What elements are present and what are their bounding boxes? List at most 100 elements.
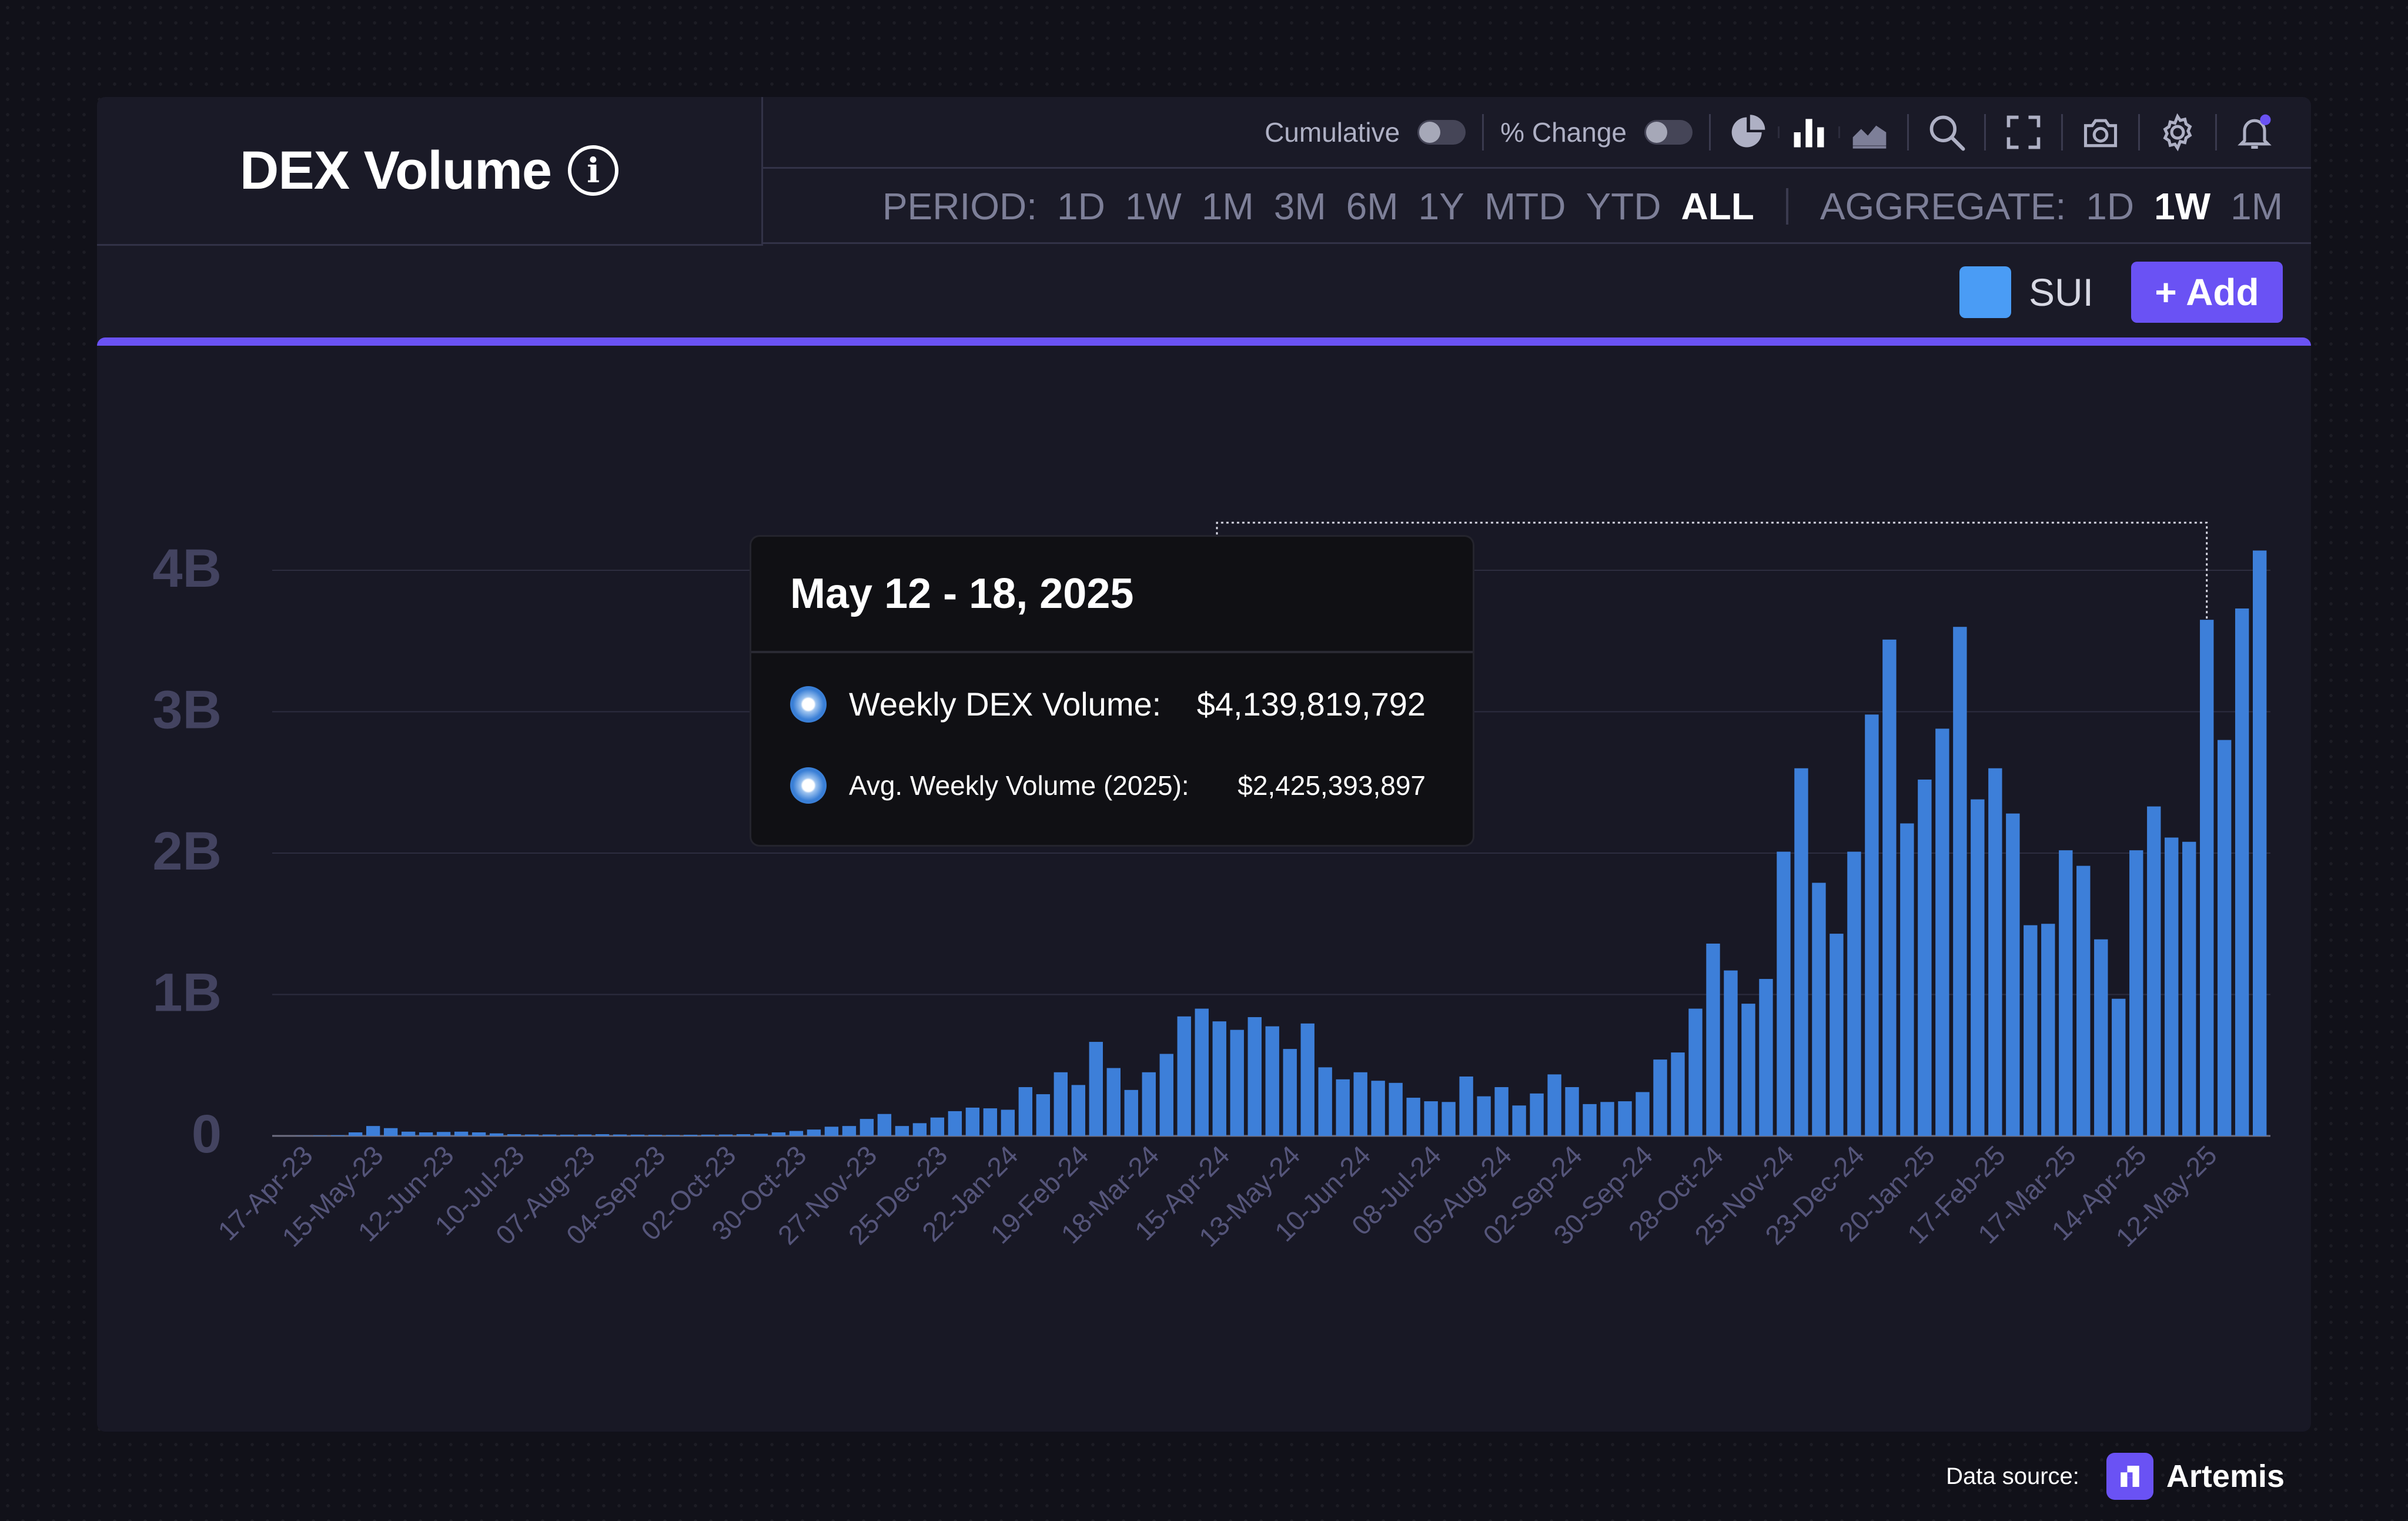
bar[interactable] <box>419 1132 433 1136</box>
fullscreen-icon[interactable] <box>2002 111 2045 153</box>
bar[interactable] <box>1724 970 1738 1136</box>
bar[interactable] <box>2235 608 2249 1136</box>
bar[interactable] <box>1424 1101 1438 1136</box>
period-option-1w[interactable]: 1W <box>1125 185 1182 228</box>
bar[interactable] <box>1230 1029 1244 1136</box>
bar[interactable] <box>1283 1049 1297 1136</box>
bar[interactable] <box>1636 1092 1650 1136</box>
bar[interactable] <box>912 1123 927 1136</box>
bar[interactable] <box>718 1134 733 1136</box>
bar[interactable] <box>1406 1098 1420 1136</box>
gear-icon[interactable] <box>2156 111 2199 153</box>
bar[interactable] <box>330 1135 345 1136</box>
bar[interactable] <box>736 1134 751 1136</box>
period-option-3m[interactable]: 3M <box>1273 185 1326 228</box>
bar[interactable] <box>807 1129 821 1136</box>
bar[interactable] <box>895 1126 909 1136</box>
bar[interactable] <box>2200 620 2214 1136</box>
period-option-1m[interactable]: 1M <box>1201 185 1254 228</box>
bar[interactable] <box>1106 1068 1121 1136</box>
bar[interactable] <box>1900 823 1914 1136</box>
bar[interactable] <box>842 1126 857 1136</box>
bar[interactable] <box>524 1134 539 1136</box>
bar[interactable] <box>577 1134 592 1136</box>
bar[interactable] <box>859 1119 874 1136</box>
bar[interactable] <box>1530 1093 1544 1136</box>
artemis-logo-icon[interactable] <box>2106 1453 2153 1500</box>
bar[interactable] <box>454 1131 469 1136</box>
bar[interactable] <box>542 1134 557 1136</box>
bar[interactable] <box>1759 979 1773 1136</box>
bar[interactable] <box>1988 768 2002 1136</box>
bar[interactable] <box>1688 1008 1703 1136</box>
bar[interactable] <box>595 1134 610 1136</box>
bar[interactable] <box>1089 1042 1103 1136</box>
bar[interactable] <box>471 1132 486 1136</box>
bar[interactable] <box>1494 1087 1509 1136</box>
bar[interactable] <box>2041 924 2055 1136</box>
bar[interactable] <box>489 1133 504 1136</box>
bar[interactable] <box>771 1132 786 1136</box>
bar[interactable] <box>383 1128 398 1136</box>
bar[interactable] <box>1935 728 1949 1136</box>
bar[interactable] <box>613 1134 627 1136</box>
bar[interactable] <box>2182 841 2196 1136</box>
bar[interactable] <box>507 1134 521 1136</box>
percent-change-toggle[interactable] <box>1644 119 1693 145</box>
bar[interactable] <box>965 1107 980 1136</box>
bar[interactable] <box>1583 1104 1597 1136</box>
bar[interactable] <box>1830 934 1844 1136</box>
bar[interactable] <box>2076 865 2091 1136</box>
bar[interactable] <box>1882 639 1897 1136</box>
bar[interactable] <box>1318 1067 1332 1136</box>
bar[interactable] <box>1195 1008 1209 1136</box>
bar[interactable] <box>2218 740 2232 1136</box>
bar[interactable] <box>1353 1072 1367 1136</box>
bar[interactable] <box>1054 1072 1068 1136</box>
bar[interactable] <box>1459 1076 1473 1136</box>
bar[interactable] <box>1865 714 1879 1136</box>
period-option-mtd[interactable]: MTD <box>1484 185 1566 228</box>
bar[interactable] <box>1547 1074 1561 1136</box>
bar[interactable] <box>1336 1079 1350 1136</box>
bar[interactable] <box>665 1135 680 1136</box>
bar[interactable] <box>1565 1087 1579 1136</box>
bar[interactable] <box>313 1135 327 1136</box>
bar[interactable] <box>1794 768 1808 1136</box>
bar[interactable] <box>1265 1026 1279 1136</box>
info-icon[interactable]: i <box>568 145 619 196</box>
bar[interactable] <box>1142 1072 1156 1136</box>
bar[interactable] <box>948 1111 962 1136</box>
bar[interactable] <box>1512 1105 1526 1136</box>
bar[interactable] <box>1847 851 1861 1136</box>
bar[interactable] <box>1777 851 1791 1136</box>
bar[interactable] <box>630 1134 645 1136</box>
search-icon[interactable] <box>1925 111 1968 153</box>
bar[interactable] <box>1442 1102 1456 1136</box>
bar[interactable] <box>983 1108 998 1136</box>
period-option-ytd[interactable]: YTD <box>1586 185 1661 228</box>
bar[interactable] <box>1389 1082 1403 1136</box>
bar[interactable] <box>1300 1023 1315 1136</box>
bar[interactable] <box>2129 850 2143 1136</box>
bar[interactable] <box>2253 550 2267 1136</box>
bar[interactable] <box>348 1132 363 1136</box>
artemis-brand[interactable]: Artemis <box>2166 1459 2285 1494</box>
bar[interactable] <box>824 1126 839 1136</box>
bar[interactable] <box>2112 998 2126 1136</box>
bar[interactable] <box>789 1131 804 1136</box>
bar[interactable] <box>1159 1054 1173 1136</box>
bar[interactable] <box>754 1134 768 1136</box>
bar[interactable] <box>648 1135 663 1136</box>
bar[interactable] <box>1036 1094 1051 1136</box>
period-option-6m[interactable]: 6M <box>1346 185 1399 228</box>
bar[interactable] <box>1124 1089 1138 1136</box>
bar[interactable] <box>2059 850 2073 1136</box>
aggregate-option-1m[interactable]: 1M <box>2230 185 2283 228</box>
camera-icon[interactable] <box>2079 111 2122 153</box>
bar[interactable] <box>1018 1087 1033 1136</box>
bar[interactable] <box>1248 1017 1262 1136</box>
bar[interactable] <box>1706 943 1720 1136</box>
bar[interactable] <box>2094 939 2108 1136</box>
bar[interactable] <box>701 1134 715 1136</box>
